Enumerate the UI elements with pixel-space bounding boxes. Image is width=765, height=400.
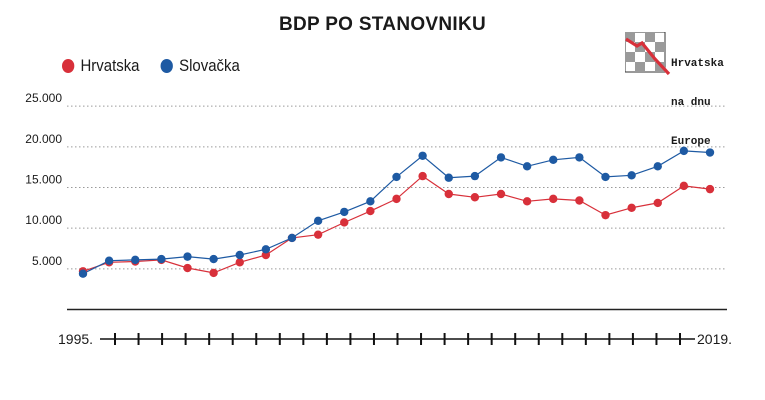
data-point-slovacka <box>627 171 636 180</box>
data-point-hrvatska <box>549 194 558 204</box>
series-line-hrvatska <box>82 175 711 274</box>
data-point-hrvatska <box>340 218 349 227</box>
data-point-slovacka <box>522 162 532 171</box>
data-point-hrvatska <box>496 189 506 199</box>
data-point-slovacka <box>653 162 662 171</box>
logo-line-3: Europe <box>671 136 711 148</box>
data-point-slovacka <box>470 171 480 181</box>
data-point-slovacka <box>392 172 401 182</box>
data-point-slovacka <box>601 172 610 182</box>
data-point-hrvatska <box>470 193 480 202</box>
data-point-slovacka <box>131 255 140 265</box>
data-point-slovacka <box>183 252 192 261</box>
data-point-slovacka <box>418 151 427 160</box>
data-point-slovacka <box>157 254 166 264</box>
data-point-slovacka <box>209 254 218 264</box>
legend-label-hrvatska: Hrvatska <box>80 56 140 75</box>
y-tick-label: 15.000 <box>25 172 62 186</box>
data-point-slovacka <box>366 197 375 206</box>
data-point-hrvatska <box>522 197 532 206</box>
data-point-hrvatska <box>444 189 453 199</box>
legend-marker-hrvatska <box>62 59 75 73</box>
year-start-label: 1995. <box>58 331 93 347</box>
data-point-hrvatska <box>366 206 375 216</box>
data-point-slovacka <box>705 148 715 157</box>
data-point-slovacka <box>575 153 584 162</box>
data-point-hrvatska <box>627 203 636 213</box>
y-tick-label: 20.000 <box>25 132 62 146</box>
data-point-slovacka <box>287 233 297 243</box>
legend-label-slovacka: Slovačka <box>179 56 240 75</box>
legend-marker-slovacka <box>160 59 173 73</box>
data-point-slovacka <box>496 153 506 162</box>
data-point-hrvatska <box>313 230 323 239</box>
brand-logo: Hrvatska na dnu Europe <box>625 30 745 148</box>
y-tick-label: 5.000 <box>32 254 62 268</box>
data-point-hrvatska <box>705 184 715 194</box>
data-point-slovacka <box>78 269 88 278</box>
data-point-hrvatska <box>679 181 689 191</box>
data-point-slovacka <box>679 146 689 156</box>
data-point-hrvatska <box>653 198 662 208</box>
data-point-hrvatska <box>183 263 192 273</box>
y-tick-label: 10.000 <box>25 213 62 227</box>
y-tick-label: 25.000 <box>25 91 62 105</box>
legend-item-slovacka: Slovačka <box>160 56 240 76</box>
chart-legend: Hrvatska Slovačka <box>62 56 261 76</box>
data-point-hrvatska <box>392 194 401 204</box>
data-point-hrvatska <box>209 268 218 278</box>
data-point-slovacka <box>261 245 271 254</box>
data-point-hrvatska <box>418 171 427 181</box>
data-point-slovacka <box>549 155 558 165</box>
data-point-slovacka <box>235 250 244 260</box>
data-point-slovacka <box>444 173 453 182</box>
data-point-hrvatska <box>601 210 610 220</box>
data-point-slovacka <box>340 207 349 217</box>
data-point-hrvatska <box>575 196 584 205</box>
legend-item-hrvatska: Hrvatska <box>62 56 140 76</box>
data-point-hrvatska <box>235 258 244 267</box>
year-end-label: 2019. <box>697 331 732 347</box>
data-point-slovacka <box>313 216 323 226</box>
logo-line-1: Hrvatska <box>671 58 724 70</box>
data-point-slovacka <box>104 256 114 265</box>
declining-chart-logo-icon <box>625 32 671 76</box>
chart-title: BDP PO STANOVNIKU <box>278 14 487 35</box>
